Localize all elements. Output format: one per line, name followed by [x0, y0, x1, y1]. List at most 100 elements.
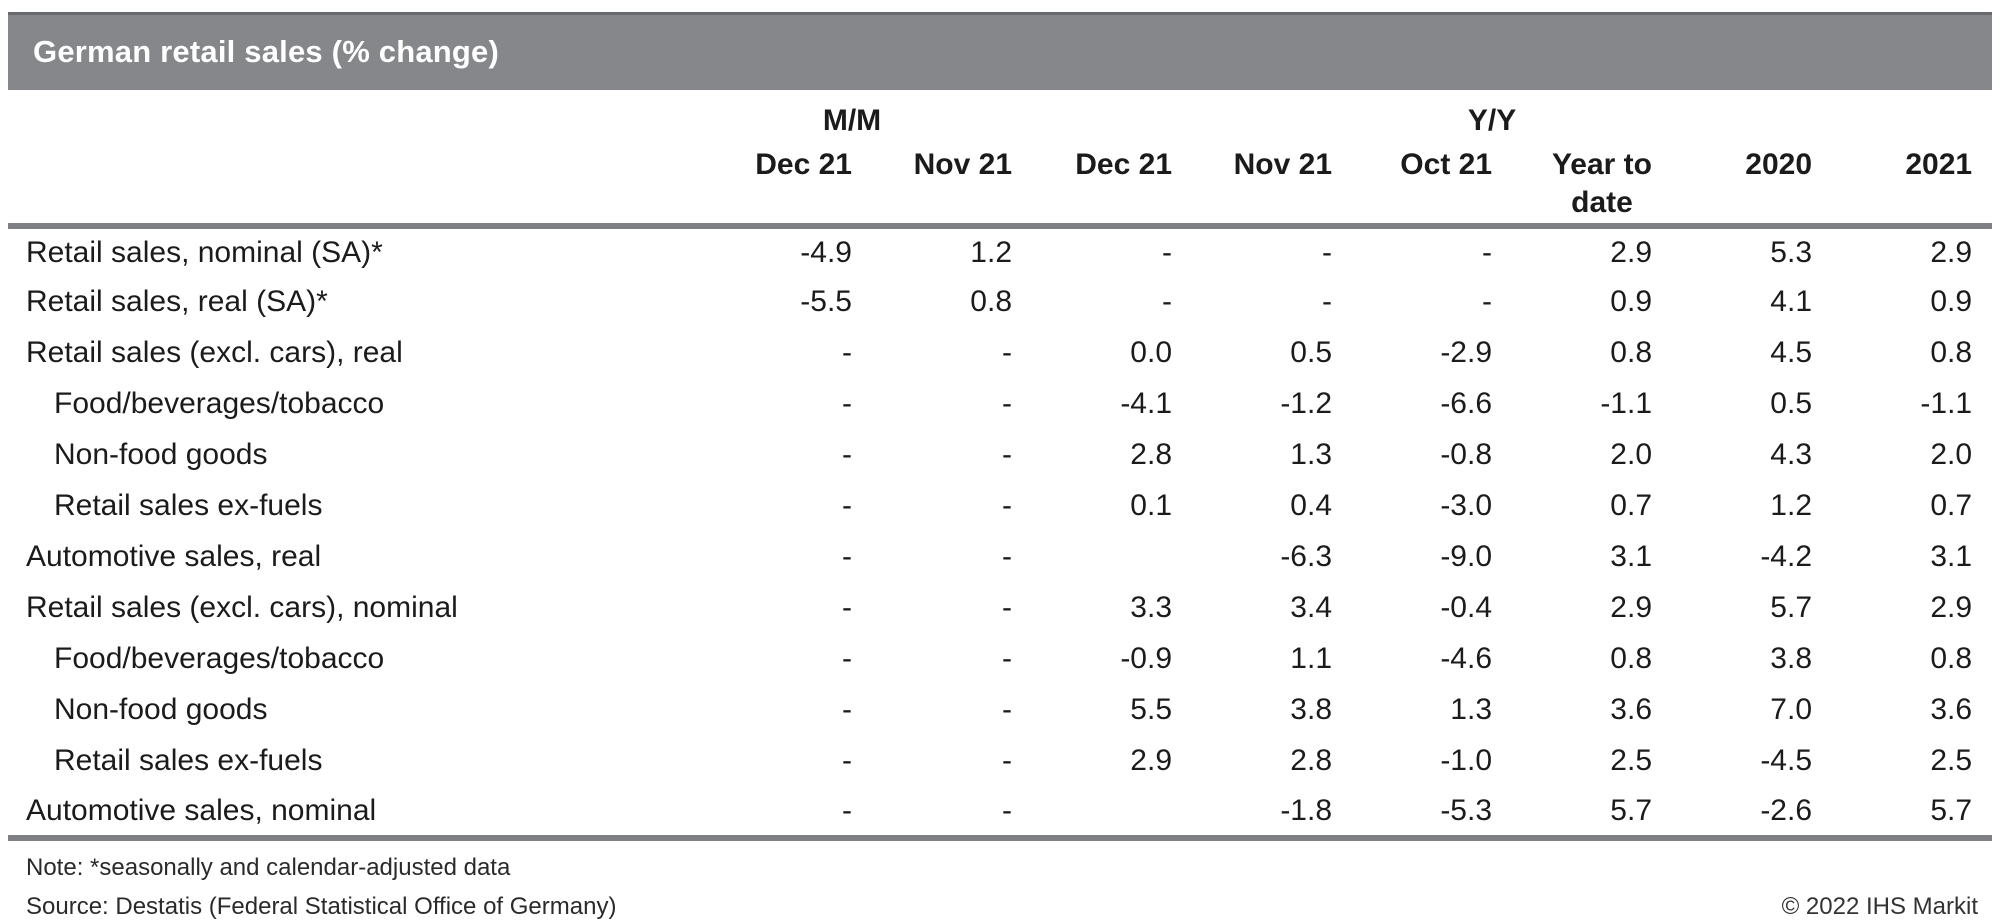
row-label: Automotive sales, nominal [8, 786, 692, 841]
value-cell: 0.5 [1290, 336, 1333, 370]
value-cell: - [1002, 642, 1013, 676]
value-cell: 5.3 [1770, 235, 1813, 269]
value-cell: - [1002, 591, 1013, 625]
row-end-spacer [1972, 277, 1992, 328]
table-row: Retail sales (excl. cars), real - - 0.0 0.5 -… [8, 328, 1992, 379]
value-cell: - [1002, 438, 1013, 472]
row-label: Retail sales ex-fuels [54, 744, 323, 778]
value-cell: 0.1 [1130, 489, 1173, 523]
value-cell: - [1002, 744, 1013, 778]
value-cell: 3.4 [1290, 591, 1333, 625]
value-cell: 5.7 [1492, 786, 1653, 841]
row-end-spacer [1972, 685, 1992, 736]
row-end-spacer [1972, 226, 1992, 277]
row-end-spacer [1972, 328, 1992, 379]
column-header: Year to date [1492, 140, 1653, 229]
table-title: German retail sales (% change) [33, 34, 500, 69]
col-header-end-spacer [1972, 140, 1993, 229]
value-cell: 3.3 [1130, 591, 1173, 625]
value-cell: 2.0 [1610, 438, 1653, 472]
table-row: Retail sales, nominal (SA)* -4.9 1.2 - - - 2.9… [8, 226, 1992, 277]
row-end-spacer [1972, 532, 1992, 583]
value-cell: - [842, 336, 852, 370]
value-cell: 0.0 [1130, 336, 1173, 370]
column-group-yy: Y/Y [1467, 104, 1517, 137]
value-cell: - [1162, 285, 1173, 319]
value-cell: -1.1 [1920, 387, 1973, 421]
group-row-end-spacer [1972, 96, 1992, 140]
row-label: Retail sales, real (SA)* [26, 285, 328, 319]
value-cell: 0.8 [1930, 642, 1973, 676]
column-header: Dec 21 [692, 140, 852, 229]
value-cell: -1.1 [1600, 387, 1653, 421]
value-cell: -4.9 [800, 235, 852, 269]
row-end-spacer [1972, 481, 1992, 532]
value-cell: 3.6 [1930, 693, 1973, 727]
value-cell: 0.7 [1610, 489, 1653, 523]
row-label: Food/beverages/tobacco [54, 642, 385, 676]
value-cell: 3.8 [1290, 693, 1333, 727]
table-row: Non-food goods - - 5.5 3.8 1.3 3.6 7.0 3.6 [8, 685, 1992, 736]
value-cell: -9.0 [1440, 540, 1493, 574]
row-end-spacer [1972, 736, 1992, 787]
value-cell: -2.6 [1652, 786, 1813, 841]
value-cell: 3.8 [1770, 642, 1813, 676]
value-cell: - [1482, 285, 1493, 319]
value-cell: 2.8 [1130, 438, 1173, 472]
column-header: Nov 21 [852, 140, 1013, 229]
value-cell: 5.7 [1812, 786, 1973, 841]
value-cell [1012, 532, 1172, 583]
column-header: Dec 21 [1012, 140, 1173, 229]
value-cell: -6.6 [1440, 387, 1493, 421]
value-cell: 0.9 [1930, 285, 1973, 319]
value-cell: - [852, 786, 1013, 841]
column-group-row: M/M Y/Y [8, 96, 1992, 140]
value-cell: 2.5 [1930, 744, 1973, 778]
row-end-spacer [1972, 379, 1992, 430]
column-header-row: Dec 21 Nov 21 Dec 21 Nov 21 Oct 21 Year to dat… [8, 140, 1993, 229]
value-cell: - [842, 438, 852, 472]
value-cell: 4.5 [1770, 336, 1813, 370]
value-cell [1012, 786, 1173, 841]
value-cell: - [1322, 235, 1333, 269]
value-cell: -4.1 [1120, 387, 1173, 421]
table-row: Retail sales ex-fuels - - 0.1 0.4 -3.0 0.7 1.2 0… [8, 481, 1992, 532]
note-text: Note: *seasonally and calendar-adjusted … [26, 854, 511, 881]
source-text: Source: Destatis (Federal Statistical Of… [26, 893, 617, 920]
column-header: 2021 [1812, 140, 1973, 229]
value-cell: 3.1 [1930, 540, 1973, 574]
value-cell: 0.9 [1610, 285, 1653, 319]
group-row-spacer [8, 96, 692, 140]
value-cell: - [1002, 336, 1013, 370]
value-cell: - [842, 489, 852, 523]
row-label: Non-food goods [54, 438, 268, 472]
row-label: Retail sales ex-fuels [54, 489, 323, 523]
value-cell: 0.4 [1290, 489, 1333, 523]
value-cell: 0.7 [1930, 489, 1973, 523]
value-cell: 2.9 [1930, 235, 1973, 269]
row-label: Food/beverages/tobacco [54, 387, 385, 421]
value-cell: - [1002, 693, 1013, 727]
value-cell: -1.2 [1280, 387, 1333, 421]
source-row: Source: Destatis (Federal Statistical Of… [8, 893, 1992, 921]
value-cell: -1.8 [1172, 786, 1333, 841]
table-row: Retail sales ex-fuels - - 2.9 2.8 -1.0 2.5 -4.5… [8, 736, 1992, 787]
table-footer: Note: *seasonally and calendar-adjusted … [8, 854, 1992, 921]
value-cell: - [1002, 387, 1013, 421]
value-cell: - [1162, 235, 1173, 269]
table-row: Food/beverages/tobacco - - -4.1 -1.2 -6.6 -1.1… [8, 379, 1992, 430]
value-cell: - [692, 786, 852, 841]
value-cell: -4.2 [1760, 540, 1813, 574]
table-title-bar: German retail sales (% change) [8, 12, 1992, 90]
value-cell: -5.3 [1332, 786, 1493, 841]
value-cell: 2.9 [1130, 744, 1173, 778]
table-row: Food/beverages/tobacco - - -0.9 1.1 -4.6 0.8 3.… [8, 634, 1992, 685]
value-cell: -0.9 [1120, 642, 1173, 676]
table-row: Automotive sales, nominal - - -1.8 -5.3 5.7 -2… [8, 786, 1993, 841]
copyright-text: © 2022 IHS Markit [1781, 893, 1978, 920]
value-cell: - [842, 744, 852, 778]
value-cell: 2.8 [1290, 744, 1333, 778]
row-label: Non-food goods [54, 693, 268, 727]
column-header: 2020 [1652, 140, 1813, 229]
